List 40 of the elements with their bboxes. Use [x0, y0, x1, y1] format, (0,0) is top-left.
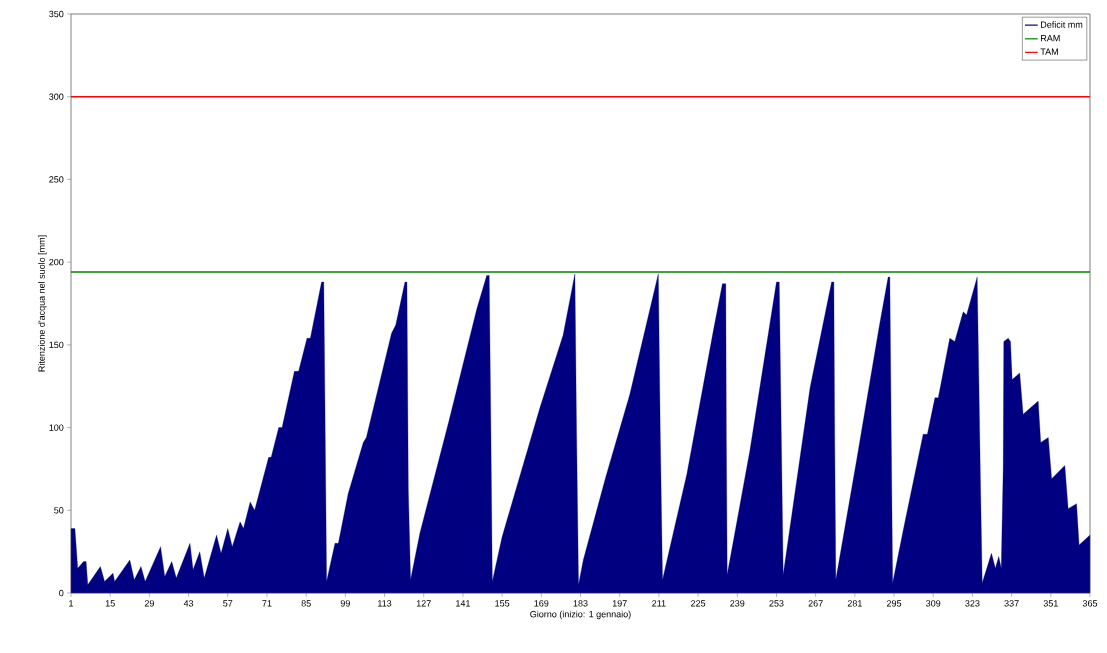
- x-tick-label: 15: [105, 600, 115, 607]
- y-tick-label: 300: [49, 93, 64, 100]
- y-tick-label: 250: [49, 176, 64, 183]
- x-tick-label: 71: [262, 600, 272, 607]
- x-tick-label: 113: [378, 600, 392, 607]
- y-tick-label: 200: [49, 258, 64, 266]
- y-tick-label: 350: [49, 10, 64, 18]
- legend-label: Deficit mm: [1041, 21, 1083, 28]
- x-tick-label: 253: [769, 600, 784, 607]
- x-tick-label: 323: [965, 600, 980, 607]
- y-axis-title: Ritenzione d'acqua nel suolo [mm]: [38, 235, 47, 372]
- x-tick-label: 211: [652, 600, 666, 607]
- x-tick-label: 155: [495, 600, 510, 607]
- x-tick-label: 141: [456, 600, 470, 607]
- legend-label: RAM: [1041, 35, 1060, 42]
- x-tick-label: 127: [416, 600, 431, 607]
- x-tick-label: 57: [223, 600, 233, 607]
- y-tick-label: 150: [49, 341, 64, 349]
- x-tick-label: 99: [340, 600, 350, 607]
- y-tick-label: 100: [49, 424, 64, 431]
- x-tick-label: 29: [144, 600, 154, 607]
- legend-label: TAM: [1040, 48, 1058, 55]
- x-tick-label: 169: [534, 600, 549, 607]
- y-tick-label: 0: [59, 589, 64, 597]
- x-tick-label: 295: [886, 600, 902, 607]
- x-tick-label: 239: [730, 600, 745, 607]
- y-tick-label: 50: [54, 507, 64, 514]
- x-tick-label: 365: [1082, 600, 1098, 607]
- x-tick-label: 225: [691, 600, 706, 607]
- x-axis-title: Giorno (inizio: 1 gennaio): [530, 610, 631, 620]
- x-tick-label: 1: [69, 600, 74, 607]
- x-tick-label: 183: [573, 600, 588, 607]
- x-tick-label: 267: [808, 600, 823, 607]
- x-tick-label: 309: [926, 600, 941, 607]
- x-tick-label: 43: [183, 600, 194, 607]
- x-tick-label: 281: [847, 600, 862, 607]
- x-tick-label: 351: [1043, 600, 1058, 607]
- x-tick-label: 85: [301, 600, 311, 607]
- x-tick-label: 197: [612, 600, 627, 607]
- x-tick-label: 337: [1004, 600, 1019, 607]
